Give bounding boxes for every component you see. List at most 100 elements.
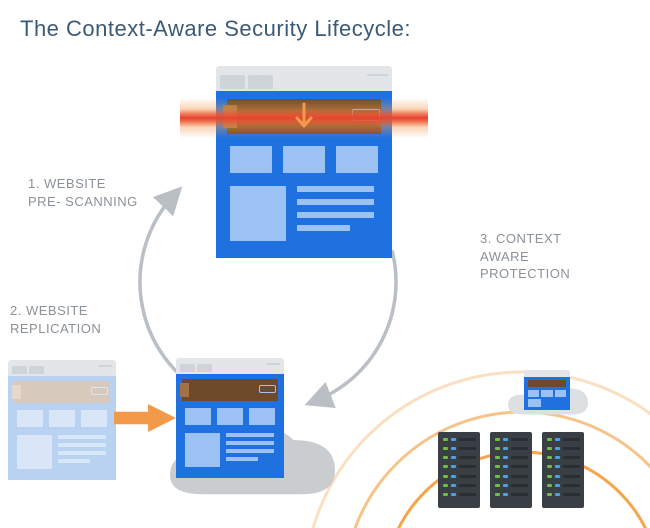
content-card [230, 146, 272, 173]
server-slot [563, 447, 580, 450]
server-slot [459, 438, 476, 441]
server-slot [563, 465, 580, 468]
content-text-line [226, 449, 274, 453]
server-slot [563, 475, 580, 478]
mini-website-browser [524, 370, 570, 410]
content-card [81, 410, 107, 427]
server-led [555, 475, 560, 478]
server-led [503, 493, 508, 496]
server-led [495, 465, 500, 468]
content-text-line [226, 433, 274, 437]
content-text-line [297, 199, 374, 205]
server-led [451, 456, 456, 459]
content-card [336, 146, 378, 173]
content-text-line [58, 443, 106, 447]
content-image-block [230, 186, 286, 241]
server-led [443, 465, 448, 468]
server-led [503, 438, 508, 441]
server-slot [459, 475, 476, 478]
content-text-line [58, 459, 90, 463]
browser-titlebar [524, 370, 570, 377]
server-led [555, 493, 560, 496]
server-slot [511, 475, 528, 478]
server-led [555, 484, 560, 487]
server-led [547, 456, 552, 459]
server-slot [459, 465, 476, 468]
server-led [495, 456, 500, 459]
content-card [528, 390, 539, 397]
replication-arrow-icon [114, 404, 176, 432]
server-led [495, 493, 500, 496]
server-led [443, 438, 448, 441]
browser-viewport [524, 377, 570, 410]
browser-titlebar [216, 66, 392, 91]
server-led [547, 465, 552, 468]
hero-logo-block [223, 105, 237, 128]
content-card [555, 390, 566, 397]
window-controls [367, 74, 388, 76]
search-pill [352, 109, 380, 121]
content-text-line [58, 451, 106, 455]
source-website-browser [8, 360, 116, 480]
server-slot [511, 493, 528, 496]
content-card [283, 146, 325, 173]
server-led [443, 493, 448, 496]
browser-tab [180, 364, 195, 373]
replicated-website-browser [176, 358, 284, 478]
content-card [49, 410, 75, 427]
content-text-line [297, 225, 350, 231]
server-led [443, 447, 448, 450]
server-led [451, 484, 456, 487]
server-slot [511, 465, 528, 468]
browser-tab [220, 75, 245, 89]
content-image-block [17, 435, 52, 469]
content-text-line [297, 212, 374, 218]
server-led [547, 447, 552, 450]
server-slot [511, 484, 528, 487]
hero-logo-block [12, 385, 21, 399]
server-led [443, 456, 448, 459]
server-led [503, 447, 508, 450]
server-led [503, 484, 508, 487]
browser-titlebar [8, 360, 116, 376]
server-led [451, 475, 456, 478]
server-rack [490, 432, 532, 508]
server-led [451, 465, 456, 468]
content-card [185, 408, 211, 425]
browser-tab [248, 75, 273, 89]
browser-titlebar [176, 358, 284, 374]
window-controls [267, 363, 280, 365]
browser-tab [12, 366, 27, 375]
server-led [547, 475, 552, 478]
content-image-block [185, 433, 220, 467]
hero-banner [528, 380, 567, 387]
browser-tab [197, 364, 212, 373]
server-led [547, 438, 552, 441]
server-led [495, 475, 500, 478]
window-controls [99, 365, 112, 367]
server-led [451, 493, 456, 496]
server-led [555, 438, 560, 441]
server-slot [459, 493, 476, 496]
content-card [249, 408, 275, 425]
main-website-browser [216, 66, 392, 258]
server-led [555, 447, 560, 450]
browser-viewport [8, 376, 116, 480]
server-led [451, 438, 456, 441]
server-rack [438, 432, 480, 508]
server-led [503, 465, 508, 468]
browser-viewport [216, 91, 392, 258]
search-pill [259, 385, 276, 393]
server-slot [511, 456, 528, 459]
browser-tab [29, 366, 44, 375]
content-card [541, 390, 552, 397]
hero-logo-block [180, 383, 189, 397]
content-card [17, 410, 43, 427]
search-pill [91, 387, 108, 395]
server-led [495, 447, 500, 450]
content-text-line [226, 441, 274, 445]
server-slot [511, 438, 528, 441]
server-led [443, 475, 448, 478]
server-rack [542, 432, 584, 508]
server-led [451, 447, 456, 450]
